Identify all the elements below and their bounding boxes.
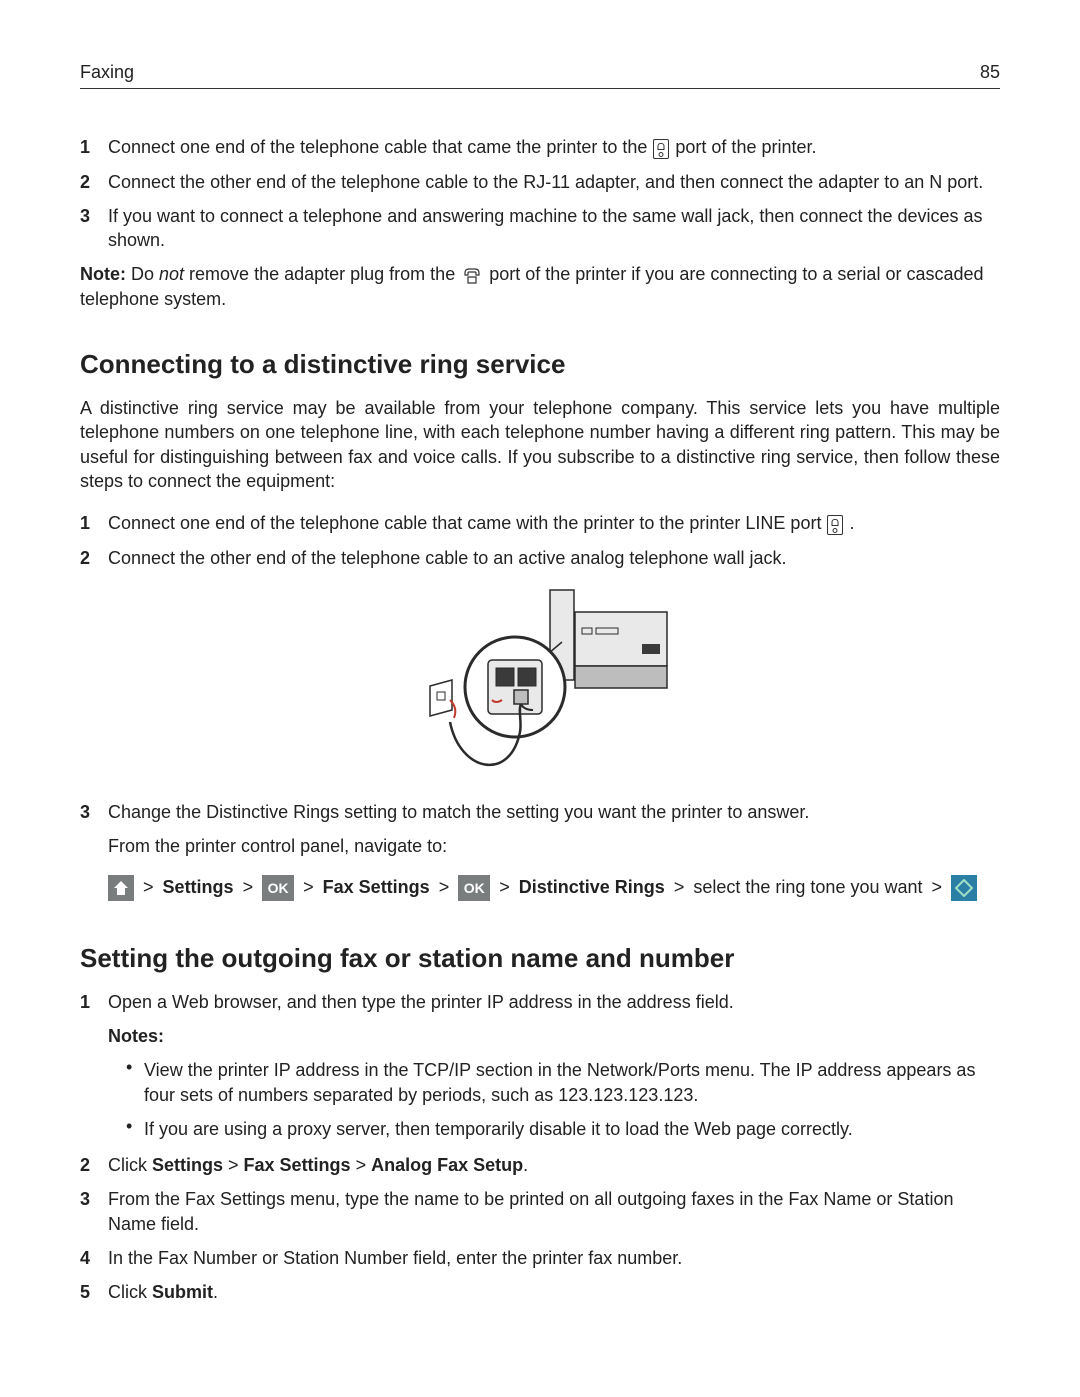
step-text: Connect the other end of the telephone c… — [108, 546, 1000, 570]
note-label: Note: — [80, 264, 126, 284]
line-port-icon — [653, 139, 669, 159]
nav-path: > Settings > OK > Fax Settings > OK > Di… — [108, 869, 1000, 905]
outgoing-steps: 1 Open a Web browser, and then type the … — [80, 990, 1000, 1014]
header-page: 85 — [980, 60, 1000, 84]
line-port-icon — [827, 515, 843, 535]
text: . — [523, 1155, 528, 1175]
step-text: If you want to connect a telephone and a… — [108, 204, 1000, 253]
out-step-3: 3 From the Fax Settings menu, type the n… — [80, 1187, 1000, 1236]
step-2: 2 Connect the other end of the telephone… — [80, 170, 1000, 194]
text: Connect one end of the telephone cable t… — [108, 137, 652, 157]
step-text: Click Settings > Fax Settings > Analog F… — [108, 1153, 1000, 1177]
step-number: 4 — [80, 1246, 108, 1270]
connection-diagram — [80, 582, 1000, 792]
header-section: Faxing — [80, 60, 134, 84]
step-text: Change the Distinctive Rings setting to … — [108, 800, 1000, 824]
step-number: 1 — [80, 511, 108, 535]
text: > — [351, 1155, 372, 1175]
text-italic: not — [159, 264, 184, 284]
bullet-1: • View the printer IP address in the TCP… — [126, 1058, 1000, 1107]
step-number: 5 — [80, 1280, 108, 1304]
out-step-4: 4 In the Fax Number or Station Number fi… — [80, 1246, 1000, 1270]
step-1: 1 Connect one end of the telephone cable… — [80, 135, 1000, 159]
text: Click — [108, 1155, 152, 1175]
out-step-5: 5 Click Submit. — [80, 1280, 1000, 1304]
text: . — [849, 513, 854, 533]
step-text: Connect one end of the telephone cable t… — [108, 511, 1000, 535]
step-text: From the Fax Settings menu, type the nam… — [108, 1187, 1000, 1236]
step-text: Click Submit. — [108, 1280, 1000, 1304]
notes-label: Notes: — [108, 1024, 1000, 1048]
nav-settings: Settings — [163, 877, 234, 897]
step-number: 1 — [80, 990, 108, 1014]
ring-step-2: 2 Connect the other end of the telephone… — [80, 546, 1000, 570]
text: port of the printer. — [675, 137, 816, 157]
nav-tail: select the ring tone you want — [693, 877, 922, 897]
heading-outgoing-fax: Setting the outgoing fax or station name… — [80, 941, 1000, 976]
text: Connect one end of the telephone cable t… — [108, 513, 826, 533]
intro-steps: 1 Connect one end of the telephone cable… — [80, 135, 1000, 252]
text: Do — [126, 264, 159, 284]
outgoing-steps-cont: 2 Click Settings > Fax Settings > Analog… — [80, 1153, 1000, 1304]
ok-icon: OK — [458, 875, 490, 901]
step-number: 3 — [80, 204, 108, 253]
step-number: 2 — [80, 170, 108, 194]
step-number: 3 — [80, 1187, 108, 1236]
ring-steps: 1 Connect one end of the telephone cable… — [80, 511, 1000, 570]
bullet-dot-icon: • — [126, 1058, 144, 1107]
note: Note: Do not remove the adapter plug fro… — [80, 262, 1000, 311]
step-number: 1 — [80, 135, 108, 159]
text-bold: Settings — [152, 1155, 223, 1175]
bullet-text: View the printer IP address in the TCP/I… — [144, 1058, 1000, 1107]
step-text: Connect one end of the telephone cable t… — [108, 135, 1000, 159]
out-step-1: 1 Open a Web browser, and then type the … — [80, 990, 1000, 1014]
nav-distinctive-rings: Distinctive Rings — [519, 877, 665, 897]
step-number: 2 — [80, 1153, 108, 1177]
text-bold: Fax Settings — [244, 1155, 351, 1175]
home-icon — [108, 875, 134, 901]
ring-step-3: 3 Change the Distinctive Rings setting t… — [80, 800, 1000, 824]
bullet-text: If you are using a proxy server, then te… — [144, 1117, 1000, 1141]
page-header: Faxing 85 — [80, 60, 1000, 89]
bullet-2: • If you are using a proxy server, then … — [126, 1117, 1000, 1141]
heading-distinctive-ring: Connecting to a distinctive ring service — [80, 347, 1000, 382]
step-number: 3 — [80, 800, 108, 824]
ring-step-1: 1 Connect one end of the telephone cable… — [80, 511, 1000, 535]
step-number: 2 — [80, 546, 108, 570]
nav-fax-settings: Fax Settings — [323, 877, 430, 897]
step-text: Connect the other end of the telephone c… — [108, 170, 1000, 194]
step-text: Open a Web browser, and then type the pr… — [108, 990, 1000, 1014]
text: . — [213, 1282, 218, 1302]
out-step-2: 2 Click Settings > Fax Settings > Analog… — [80, 1153, 1000, 1177]
paragraph: A distinctive ring service may be availa… — [80, 396, 1000, 493]
ring-step-3-sub: From the printer control panel, navigate… — [108, 834, 1000, 858]
ext-port-icon — [462, 267, 482, 285]
ok-icon: OK — [262, 875, 294, 901]
start-icon — [951, 875, 977, 901]
ring-step-3-list: 3 Change the Distinctive Rings setting t… — [80, 800, 1000, 824]
text-bold: Analog Fax Setup — [371, 1155, 523, 1175]
text: > — [223, 1155, 244, 1175]
text: remove the adapter plug from the — [184, 264, 460, 284]
text: Click — [108, 1282, 152, 1302]
bullet-dot-icon: • — [126, 1117, 144, 1141]
step-3: 3 If you want to connect a telephone and… — [80, 204, 1000, 253]
notes-bullets: • View the printer IP address in the TCP… — [126, 1058, 1000, 1141]
text-bold: Submit — [152, 1282, 213, 1302]
step-text: In the Fax Number or Station Number fiel… — [108, 1246, 1000, 1270]
